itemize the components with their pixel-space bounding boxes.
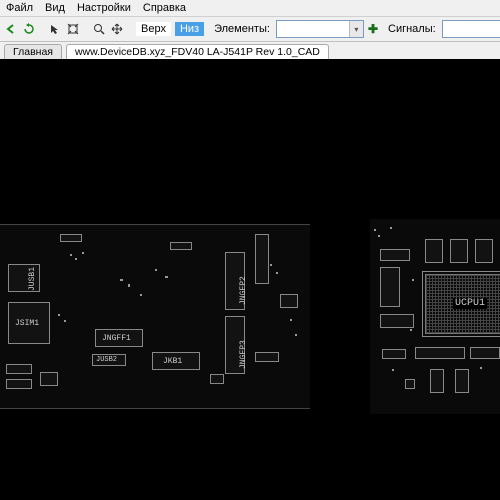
elements-add-button[interactable]: ✚ xyxy=(368,21,378,37)
component-small xyxy=(415,347,465,359)
elements-label: Элементы: xyxy=(214,23,270,35)
signals-label: Сигналы: xyxy=(388,23,436,35)
label-ucpu1: UCPU1 xyxy=(453,298,487,309)
component-small xyxy=(210,374,224,384)
chevron-down-icon[interactable]: ▾ xyxy=(349,21,363,37)
nav-back-icon[interactable] xyxy=(4,21,18,37)
menu-help[interactable]: Справка xyxy=(143,2,186,14)
zoom-icon[interactable] xyxy=(92,21,106,37)
component-small xyxy=(6,379,32,389)
component-small xyxy=(40,372,58,386)
component-small xyxy=(255,352,279,362)
pcb-board-1: JUSB1 JSIM1 JNGFF1 JUSB2 JKB1 JNGFP2 JNG… xyxy=(0,224,310,409)
label-jngfp2: JNGFP2 xyxy=(239,276,248,305)
menu-view[interactable]: Вид xyxy=(45,2,65,14)
elements-combo[interactable]: ▾ xyxy=(276,20,364,38)
component-small xyxy=(380,249,410,261)
component-small xyxy=(430,369,444,393)
refresh-icon[interactable] xyxy=(22,21,36,37)
component-small xyxy=(382,349,406,359)
label-jngff1: JNGFF1 xyxy=(102,334,131,343)
label-jkb1: JKB1 xyxy=(163,357,182,366)
signals-combo[interactable] xyxy=(442,20,500,38)
elements-input[interactable] xyxy=(277,21,349,37)
menu-file[interactable]: Файл xyxy=(6,2,33,14)
label-jsim1: JSIM1 xyxy=(15,319,39,328)
component-jngfp2: JNGFP2 xyxy=(225,252,245,310)
move-icon[interactable] xyxy=(110,21,124,37)
label-jngfp3: JNGFP3 xyxy=(239,340,248,369)
menu-settings[interactable]: Настройки xyxy=(77,2,131,14)
component-small xyxy=(475,239,493,263)
tab-document[interactable]: www.DeviceDB.xyz_FDV40 LA-J541P Rev 1.0_… xyxy=(66,44,329,59)
pcb-board-2: UCPU1 xyxy=(370,219,500,414)
component-ucpu1-outline: UCPU1 xyxy=(422,271,500,337)
toolbar: Верх Низ Элементы: ▾ ✚ Сигналы: xyxy=(0,17,500,42)
component-small xyxy=(380,314,414,328)
component-small xyxy=(380,267,400,307)
component-jngff1: JNGFF1 xyxy=(95,329,143,347)
cursor-icon[interactable] xyxy=(48,21,62,37)
component-small xyxy=(170,242,192,250)
component-small xyxy=(470,347,500,359)
component-small xyxy=(6,364,32,374)
component-small xyxy=(405,379,415,389)
component-small xyxy=(280,294,298,308)
label-jusb1: JUSB1 xyxy=(28,267,37,291)
component-jsim1: JSIM1 xyxy=(8,302,50,344)
layer-bottom-button[interactable]: Низ xyxy=(175,22,204,36)
layer-top-button[interactable]: Верх xyxy=(136,22,171,36)
tabbar: Главная www.DeviceDB.xyz_FDV40 LA-J541P … xyxy=(0,42,500,59)
tab-main[interactable]: Главная xyxy=(4,44,62,59)
component-jkb1: JKB1 xyxy=(152,352,200,370)
component-small xyxy=(450,239,468,263)
label-jusb2: JUSB2 xyxy=(96,356,117,364)
component-jusb1: JUSB1 xyxy=(8,264,40,292)
component-small xyxy=(455,369,469,393)
component-jusb2: JUSB2 xyxy=(92,354,126,366)
component-jngfp3: JNGFP3 xyxy=(225,316,245,374)
component-small xyxy=(255,234,269,284)
component-small xyxy=(60,234,82,242)
menubar: Файл Вид Настройки Справка xyxy=(0,0,500,17)
signals-input[interactable] xyxy=(443,21,500,37)
expand-icon[interactable] xyxy=(66,21,80,37)
pcb-viewport[interactable]: JUSB1 JSIM1 JNGFF1 JUSB2 JKB1 JNGFP2 JNG… xyxy=(0,59,500,500)
component-small xyxy=(425,239,443,263)
